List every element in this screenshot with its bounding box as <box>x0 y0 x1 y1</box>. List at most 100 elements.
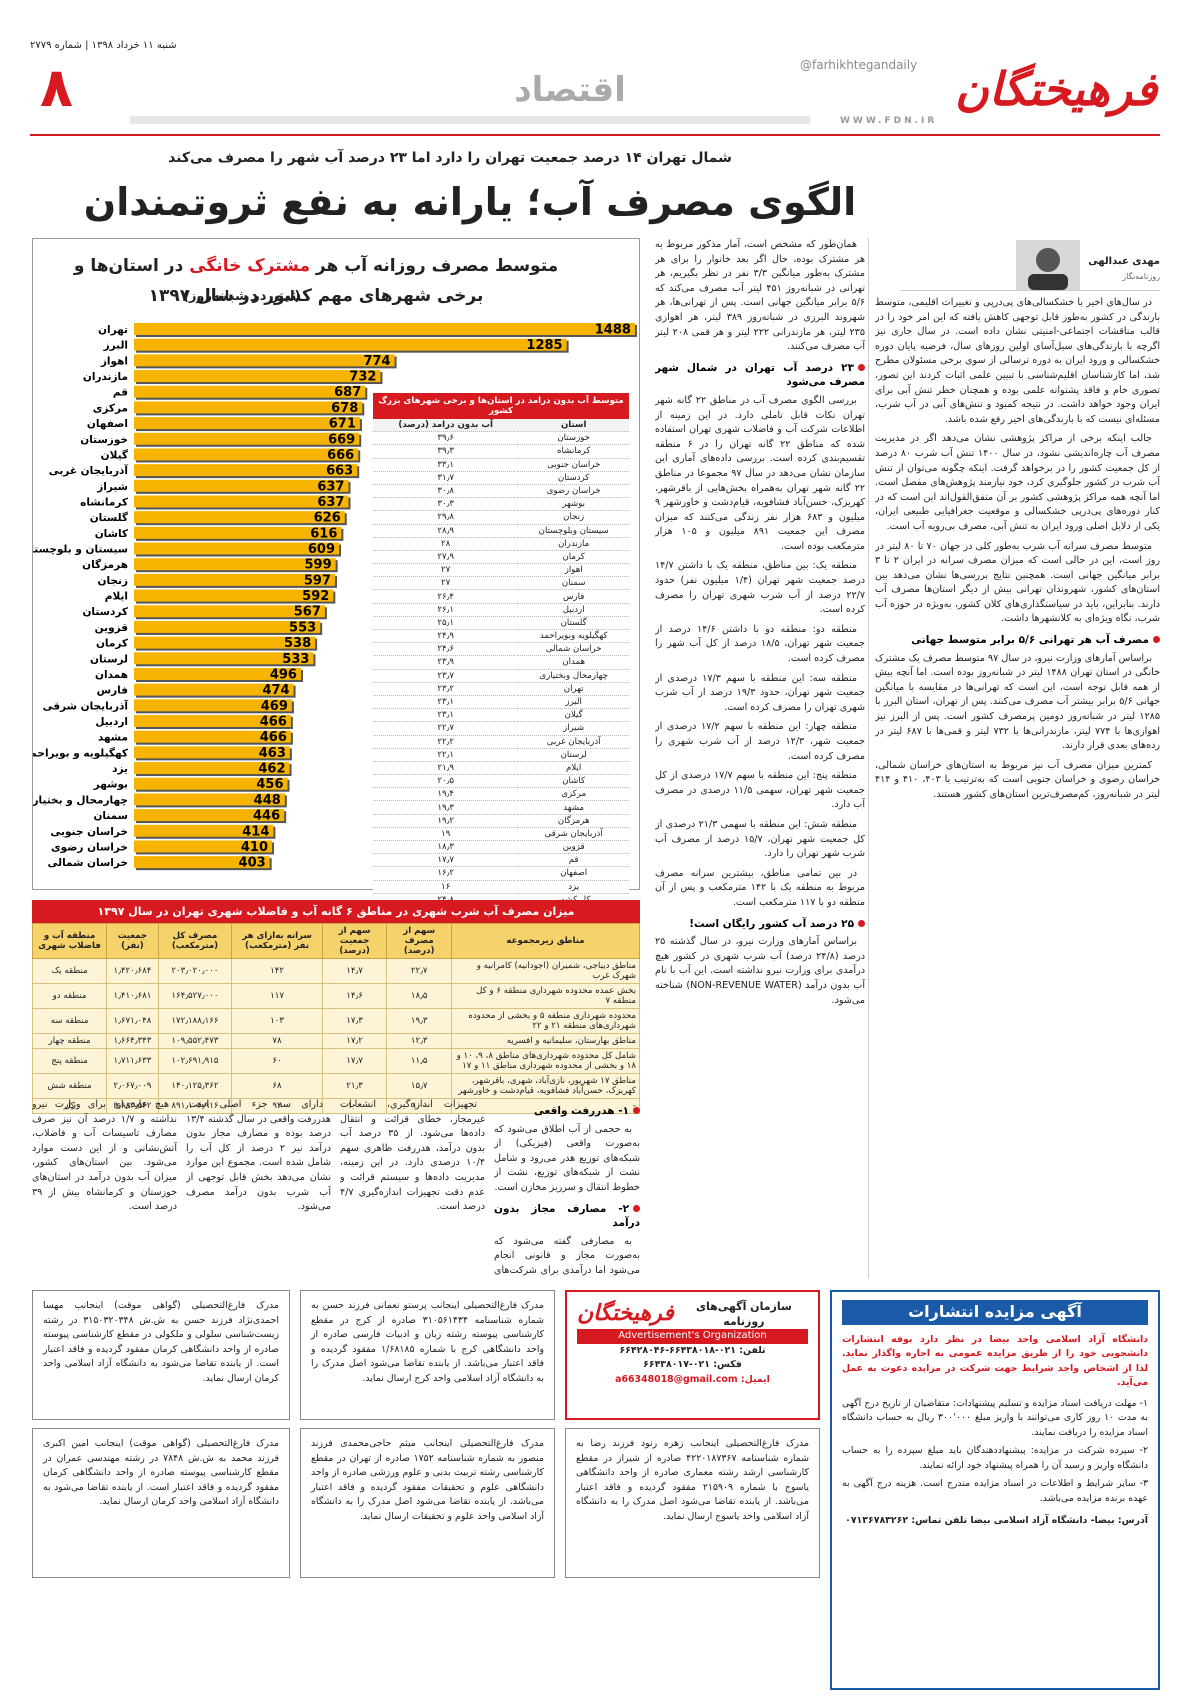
table-row: مشهد ۱۹٫۳ <box>373 800 629 815</box>
paragraph: در بین تمامی مناطق، بیشترین سرانه مصرف م… <box>655 867 865 908</box>
column-header: سهم از مصرف (درصد) <box>386 923 452 959</box>
table-cell: ۱٫۴۱۰٫۶۸۱ <box>106 983 159 1009</box>
table-cell: ۲۲٫۱ <box>373 748 519 762</box>
social-handle: @farhikhtegandaily <box>800 58 918 72</box>
value-label: 1488 <box>595 323 631 338</box>
category-label: یزد <box>112 763 128 775</box>
category-label: کرمانشاه <box>80 496 129 508</box>
category-label: البرز <box>103 340 128 352</box>
category-label: هرمزگان <box>82 558 128 571</box>
paragraph: منطقه سه: این منطقه با سهم ۱۷/۳ درصدی از… <box>655 672 865 713</box>
table-cell: ۱۴۲ <box>231 958 323 984</box>
table-cell: منطقه پنج <box>31 1048 108 1074</box>
value-label: 616 <box>310 526 337 541</box>
value-label: 466 <box>260 730 287 745</box>
table-row: چهارمحال وبختیاری ۲۳٫۷ <box>373 669 629 683</box>
table-cell: گلستان <box>518 616 629 631</box>
table-cell: ۲۳٫۱ <box>373 708 519 723</box>
table-cell: کاشان <box>518 774 629 789</box>
table-cell: ۲۰۳٫۰۲۰٫۰۰۰ <box>157 958 233 984</box>
table-cell: ۱۴٫۷ <box>321 958 388 984</box>
headline: الگوی مصرف آب؛ یارانه به نفع ثروتمندان <box>83 180 857 224</box>
bar <box>134 715 291 727</box>
table-row: البرز ۲۳٫۱ <box>373 695 629 710</box>
chart-unit: (لیتر در شبانه‌روز) <box>183 289 301 304</box>
table-cell: قم <box>518 853 629 868</box>
table-cell: هرمزگان <box>518 814 629 828</box>
paragraph: همان‌طور که مشخص است، آمار مذکور مربوط ب… <box>655 239 865 353</box>
value-label: 666 <box>327 448 354 463</box>
table-cell: مشهد <box>518 800 629 815</box>
table-cell: کرمانشاه <box>518 444 629 459</box>
bar <box>134 605 325 618</box>
table-cell: زنجان <box>518 510 629 525</box>
value-label: 462 <box>258 762 285 777</box>
notice-ad: مدرک فارغ‌التحصیلی (گواهی موقت) اینجانب … <box>32 1428 290 1578</box>
category-label: سیستان و بلوچستان <box>33 544 128 556</box>
value-label: 626 <box>314 511 341 526</box>
category-label: کرمان <box>96 638 129 650</box>
table-cell: ۲۱٫۳ <box>321 1073 388 1099</box>
text-column: همان‌طور که مشخص است، آمار مذکور مربوط ب… <box>655 238 865 1280</box>
bar <box>134 652 314 665</box>
column-header: مناطق زیرمجموعه <box>450 923 641 959</box>
table-cell: ۱۷٫۷ <box>373 853 519 868</box>
auction-ad: آگهی مزایده انتشارات دانشگاه آزاد اسلامی… <box>830 1290 1160 1690</box>
table-cell: ۲۳٫۱ <box>373 695 519 710</box>
table-row: قم ۱۷٫۷ <box>373 853 629 868</box>
subheading: مصرف آب هر تهرانی ۵/۶ برابر متوسط جهانی <box>875 633 1160 648</box>
table-cell: اصفهان <box>518 866 629 881</box>
value-label: 732 <box>349 370 376 385</box>
header-row: مناطق زیرمجموعه سهم از مصرف (درصد) سهم از … <box>31 923 641 959</box>
value-label: 637 <box>317 479 344 494</box>
table-cell: ۱۶ <box>373 880 519 894</box>
table-cell: منطقه دو <box>31 983 108 1009</box>
table-row: آذربایجان غربی ۲۲٫۲ <box>373 735 629 749</box>
table-cell: مناطق بهارستان، سلیمانیه و افسریه <box>450 1033 641 1049</box>
header-rule <box>30 134 1160 136</box>
table-cell: ۸۹۱٫۱۰۴٫۹۱۶ <box>157 1098 233 1114</box>
bar <box>134 573 335 586</box>
agency-email: ایمیل: a66348018@gmail.com <box>615 1373 770 1385</box>
table-cell: منطقه سه <box>31 1008 108 1034</box>
table-cell: منطقه یک <box>31 958 108 984</box>
author-name: مهدی عبدالهی <box>1088 256 1160 267</box>
chart-title: متوسط مصرف روزانه آب هر مشترک خانگی در ا… <box>53 251 579 311</box>
table-row: شیراز ۲۲٫۷ <box>373 721 629 736</box>
category-label: لرستان <box>90 653 128 665</box>
table-row: کردستان ۳۱٫۷ <box>373 471 629 485</box>
value-label: 466 <box>260 715 287 730</box>
chart-box: متوسط مصرف روزانه آب هر مشترک خانگی در ا… <box>32 238 640 907</box>
text-column: دارای سه جزء اصلی است. هدررفت واقعی در س… <box>186 1098 331 1278</box>
bar <box>134 495 349 508</box>
table-cell: ۱۷٫۳ <box>321 1008 388 1034</box>
bar <box>134 762 290 775</box>
paragraph: در سال‌های اخیر با خشکسالی‌های پی‌درپی و… <box>875 297 1160 425</box>
table-cell: خراسان جنوبی <box>518 458 629 472</box>
paragraph: کمترین میزان مصرف آب نیز مربوط به استان‌… <box>875 759 1160 800</box>
bar <box>134 354 395 367</box>
table-row: مازندران ۲۸ <box>373 537 629 551</box>
bar <box>134 417 360 430</box>
chart-title-part: در استان‌ها و برخی شهرهای مهم کشور در سا… <box>73 256 484 306</box>
text-column: هیچ عایدی‌ای برای وزارت نیرو نداشته و ۱/… <box>32 1098 177 1278</box>
table-cell: ۲۶٫۴ <box>373 589 519 604</box>
table-row: محدوده شهرداری منطقه ۵ و بخشی از محدوده … <box>31 1008 641 1034</box>
table-cell: گیلان <box>518 708 629 723</box>
bar <box>134 323 635 335</box>
value-label: 663 <box>326 464 353 479</box>
column-rule <box>868 238 869 1278</box>
table-cell: ۱۹٫۲ <box>373 814 519 828</box>
category-label: آذربایجان شرقی <box>43 699 129 712</box>
category-label: مشهد <box>98 732 128 744</box>
table-cell: اردبیل <box>518 603 629 617</box>
table-cell: ۱۴٫۶ <box>321 983 388 1009</box>
category-label: همدان <box>95 669 128 681</box>
category-label: ایلام <box>105 591 128 603</box>
value-label: 496 <box>270 667 297 682</box>
tehran-table: مناطق زیرمجموعه سهم از مصرف (درصد) سهم از … <box>31 923 641 1114</box>
value-label: 463 <box>259 746 286 761</box>
column-header: مصرف کل (مترمکعب) <box>157 923 233 959</box>
paragraph: متوسط مصرف سرانه آب شرب به‌طور کلی در جه… <box>875 540 1160 625</box>
value-label: 533 <box>282 652 309 667</box>
